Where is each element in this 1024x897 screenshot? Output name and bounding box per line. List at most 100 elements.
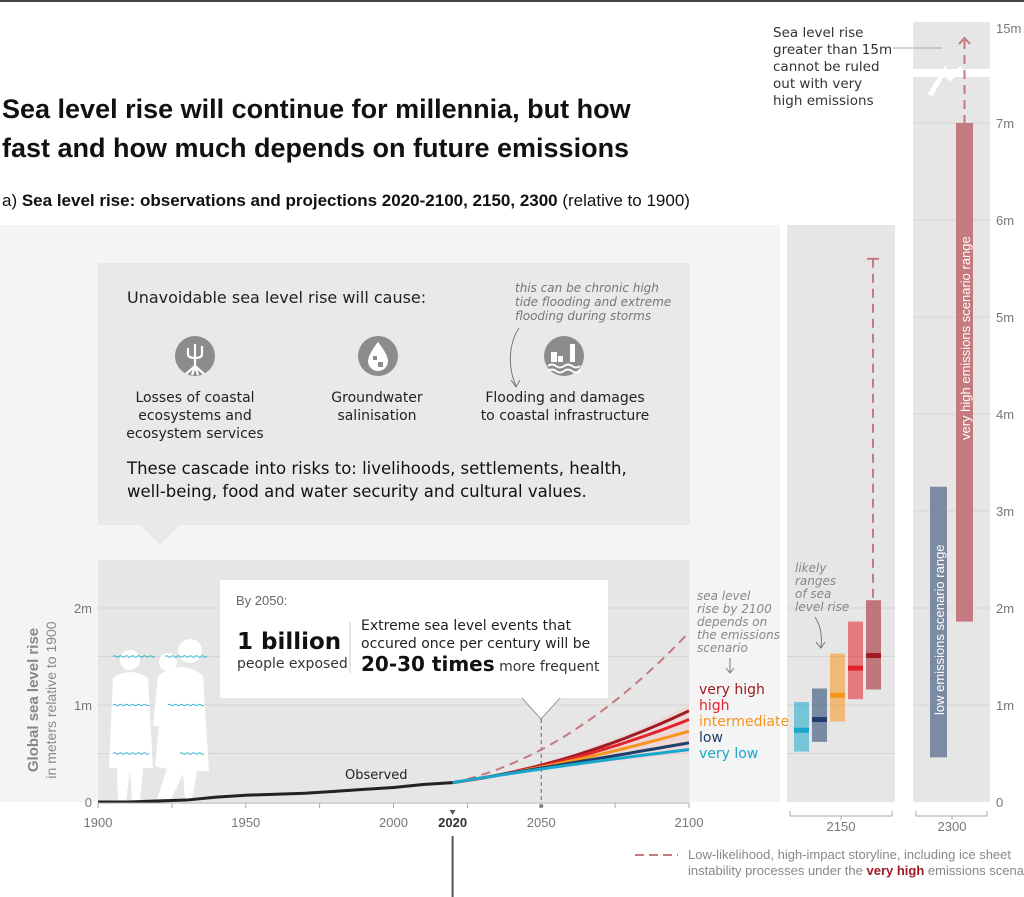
scenario-label-intermediate: intermediate: [699, 714, 789, 730]
y-right-tick-label: 3m: [996, 504, 1014, 519]
scenario-label-very-high: very high: [699, 682, 765, 698]
impact-label: Groundwater: [331, 390, 423, 406]
axis-break-mark: [927, 65, 964, 97]
x-tick-label-2150: 2150: [827, 819, 856, 834]
marker-2020-icon: [449, 810, 456, 815]
storyline-dashed-line: [452, 631, 690, 784]
range-bar-2300-very-high: [956, 123, 973, 622]
y-right-tick-label: 6m: [996, 213, 1014, 228]
annotation-line: scenario: [697, 641, 748, 655]
callout-big-2: 20-30 times: [361, 652, 495, 676]
impacts-heading: Unavoidable sea level rise will cause:: [127, 288, 426, 307]
water-wave: [112, 703, 150, 707]
observed-label: Observed: [345, 768, 408, 783]
x-tick-label: 2000: [379, 815, 408, 830]
legend-text: instability processes under the: [688, 863, 866, 878]
callout-small-1: people exposed: [237, 656, 348, 672]
water-wave: [179, 752, 205, 755]
water-level-marks: [112, 655, 208, 755]
mangrove-icon: [175, 336, 215, 376]
panel-subtitle: a) Sea level rise: observations and proj…: [2, 191, 690, 211]
note-line: tide flooding and extreme: [515, 295, 671, 309]
range-box-2150-intermediate: [830, 653, 845, 722]
annotation-line: out with very: [773, 76, 862, 92]
impact-label: salinisation: [337, 408, 416, 424]
annotation-line: likely: [795, 561, 827, 575]
legend-text: emissions scenario: [924, 863, 1024, 878]
median-2150-very-high: [866, 653, 881, 659]
y-tick-label: 1m: [74, 698, 92, 713]
median-2150-low: [812, 717, 827, 723]
x-bracket-2150: [789, 811, 893, 820]
y-right-tick-label: 7m: [996, 116, 1014, 131]
y-right-tick-label: 1m: [996, 698, 1014, 713]
page-title: Sea level rise will continue for millenn…: [2, 90, 762, 168]
median-2150-very-low: [794, 727, 809, 733]
scenario-label-very-low: very low: [699, 746, 758, 762]
callout-heading: By 2050:: [236, 593, 287, 608]
median-2150-high: [848, 665, 863, 671]
annotation-line: of sea: [795, 587, 831, 601]
subtitle-suffix: (relative to 1900): [557, 191, 690, 210]
impacts-box-pointer: [140, 525, 180, 545]
y-right-tick-label: 15m: [996, 21, 1021, 36]
legend-text: Low-likelihood, high-impact storyline, i…: [688, 847, 1011, 862]
panel-2300: [913, 77, 990, 802]
x-tick-label: 2050: [527, 815, 556, 830]
x-tick-label: 1950: [231, 815, 260, 830]
annotation-arrow: [814, 616, 826, 649]
subtitle-prefix: a): [2, 191, 22, 210]
annotation-line: greater than 15m: [773, 42, 892, 58]
annotation-line: high emissions: [773, 93, 874, 109]
water-wave: [112, 752, 150, 755]
subtitle-bold: Sea level rise: observations and project…: [21, 191, 558, 210]
cascade-text: These cascade into risks to: livelihoods…: [126, 459, 627, 478]
observed-line: [98, 781, 453, 804]
impact-label: Flooding and damages: [485, 390, 644, 406]
flooded-city-icon: [544, 336, 584, 376]
annotation-line: Sea level rise: [773, 25, 863, 41]
impact-label: Losses of coastal: [135, 390, 254, 406]
range-box-2150-high: [848, 621, 863, 700]
annotation-line: level rise: [795, 600, 849, 614]
range-bar-2300-low: [930, 486, 947, 758]
impact-label: ecosystem services: [126, 426, 263, 442]
projection-line-very-low: [452, 748, 690, 785]
svg-text:instability processes under th: instability processes under the very hig…: [688, 863, 1024, 878]
impact-label: ecosystems and: [138, 408, 252, 424]
annotation-line: sea level: [697, 589, 751, 603]
y-right-tick-label: 4m: [996, 407, 1014, 422]
cascade-text: well-being, food and water security and …: [127, 482, 587, 501]
scenario-label-high: high: [699, 698, 730, 714]
median-2150-intermediate: [830, 692, 845, 698]
impact-label: to coastal infrastructure: [481, 408, 650, 424]
callout-big-1: 1 billion: [237, 629, 341, 655]
y-tick-label: 2m: [74, 601, 92, 616]
range-box-2150-low: [812, 688, 827, 742]
callout-2050: [220, 580, 608, 698]
annotation-line: cannot be ruled: [773, 59, 880, 75]
low-range-label: low emissions scenario range: [932, 544, 947, 715]
y-right-tick-label: 2m: [996, 601, 1014, 616]
callout-small-2: more frequent: [495, 659, 600, 675]
y-axis-title: Global sea level rise: [25, 628, 42, 772]
x-tick-label-2300: 2300: [938, 819, 967, 834]
x-tick-label: 2100: [675, 815, 704, 830]
water-wave: [112, 655, 156, 658]
annotation-line: ranges: [795, 574, 836, 588]
range-box-2150-very-low: [794, 702, 809, 752]
water-wave: [164, 655, 208, 658]
y-right-tick-label: 5m: [996, 310, 1014, 325]
title-line-2: fast and how much depends on future emis…: [2, 133, 630, 163]
x-tick-label: 2020: [438, 815, 467, 830]
note-arrow: [509, 327, 521, 388]
flooding-note: this can be chronic high tide flooding a…: [515, 281, 671, 323]
legend-highlight: very high: [866, 863, 924, 878]
impacts-box: [98, 263, 690, 525]
water-wave: [167, 703, 205, 707]
top-rule: [0, 0, 1024, 2]
title-line-1: Sea level rise will continue for millenn…: [2, 94, 631, 124]
note-line: this can be chronic high: [515, 281, 659, 295]
salt-water-drop-icon: [358, 336, 398, 376]
x-bracket-2300: [915, 811, 988, 820]
